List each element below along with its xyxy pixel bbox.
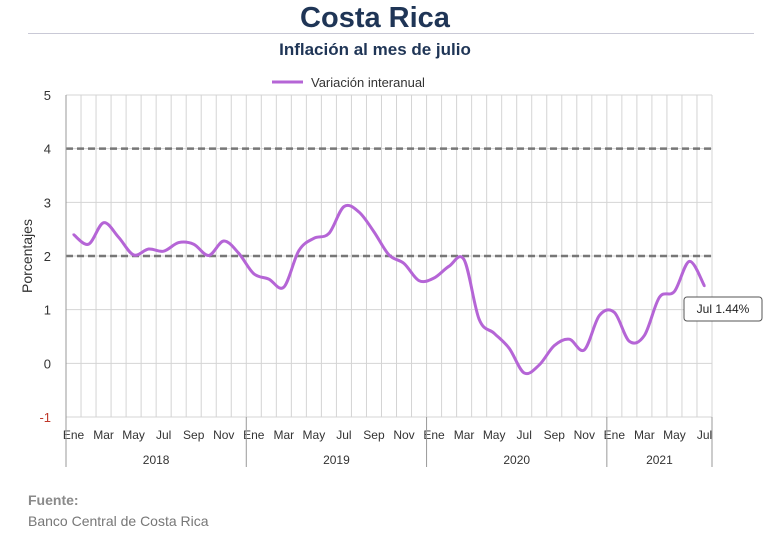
data-point [177, 241, 180, 244]
series-line-variacion-interanual [72, 203, 706, 376]
data-point [312, 237, 316, 240]
y-tick-label: 5 [44, 88, 51, 103]
year-label: 2018 [143, 453, 170, 467]
data-point [703, 284, 706, 288]
data-point [432, 276, 436, 280]
x-tick-label: Jul [336, 428, 351, 442]
data-point [492, 332, 496, 335]
data-point [523, 371, 526, 375]
data-point [538, 363, 541, 367]
x-tick-label: Mar [93, 428, 114, 442]
data-point [628, 340, 631, 343]
data-point [613, 311, 616, 314]
x-tick-label: May [122, 428, 145, 442]
x-tick-label: Ene [423, 428, 445, 442]
x-tick-label: Sep [363, 428, 385, 442]
data-point [447, 264, 451, 268]
y-tick-label: 3 [44, 195, 51, 210]
data-point [402, 262, 406, 265]
data-point [372, 230, 376, 234]
data-point [673, 290, 676, 293]
legend-label: Variación interanual [311, 75, 425, 90]
data-point [87, 242, 90, 246]
annotation-label: Jul 1.44% [697, 302, 750, 316]
data-point [192, 242, 195, 246]
x-tick-label: Mar [634, 428, 655, 442]
data-point [477, 318, 481, 321]
data-point [462, 258, 466, 261]
x-tick-label: May [303, 428, 326, 442]
y-tick-label: 1 [44, 303, 51, 318]
y-tick-label: 4 [44, 142, 51, 157]
data-point [598, 314, 601, 317]
data-point [267, 277, 271, 281]
data-point [643, 334, 646, 337]
x-tick-label: May [483, 428, 506, 442]
legend: Variación interanual [272, 75, 425, 90]
data-point [282, 285, 286, 289]
data-point [132, 253, 135, 257]
series [72, 203, 706, 376]
data-point [102, 221, 105, 224]
data-point [162, 249, 165, 253]
data-point [342, 205, 346, 208]
y-tick-label: 0 [44, 356, 51, 371]
chart-title: Costa Rica [300, 2, 450, 34]
source-text: Banco Central de Costa Rica [28, 513, 209, 529]
x-tick-label: Ene [63, 428, 85, 442]
data-point [117, 236, 120, 239]
y-tick-label: -1 [39, 410, 51, 425]
x-tick-label: Jul [156, 428, 171, 442]
x-tick-label: May [663, 428, 686, 442]
data-point [583, 348, 586, 352]
x-tick-label: Nov [213, 428, 234, 442]
x-tick-label: Nov [574, 428, 595, 442]
data-point [147, 247, 150, 251]
year-label: 2020 [503, 453, 530, 467]
data-point [207, 254, 210, 257]
year-label: 2021 [646, 453, 673, 467]
x-tick-label: Jul [697, 428, 712, 442]
data-point [357, 210, 361, 214]
data-point [72, 233, 75, 236]
source-heading: Fuente: [28, 492, 79, 508]
data-point [222, 239, 225, 243]
y-axis-label: Porcentajes [19, 219, 35, 293]
data-point [297, 249, 301, 252]
data-point [237, 252, 240, 255]
annotation-box [683, 296, 763, 322]
x-tick-label: Sep [544, 428, 566, 442]
year-label: 2019 [323, 453, 350, 467]
data-point [387, 253, 391, 257]
x-tick-label: Ene [604, 428, 626, 442]
data-point [688, 260, 691, 263]
data-point [252, 272, 255, 275]
x-tick-label: Nov [393, 428, 414, 442]
data-point [553, 344, 556, 347]
x-tick-label: Mar [454, 428, 475, 442]
data-point [507, 347, 511, 350]
x-tick-label: Sep [183, 428, 205, 442]
x-tick-label: Jul [517, 428, 532, 442]
chart-subtitle: Inflación al mes de julio [279, 40, 471, 59]
title-divider [28, 33, 754, 34]
y-tick-label: 2 [44, 249, 51, 264]
axes: -1 0 1 2 3 4 5 Porcentajes Ene Mar May Jul Sep Nov Ene… [19, 88, 713, 467]
x-tick-label: Mar [274, 428, 295, 442]
data-point [658, 296, 661, 299]
data-point [327, 232, 331, 235]
annotation: Jul 1.44% [683, 296, 763, 322]
data-point [417, 279, 421, 282]
data-point [568, 337, 571, 341]
x-tick-label: Ene [243, 428, 265, 442]
